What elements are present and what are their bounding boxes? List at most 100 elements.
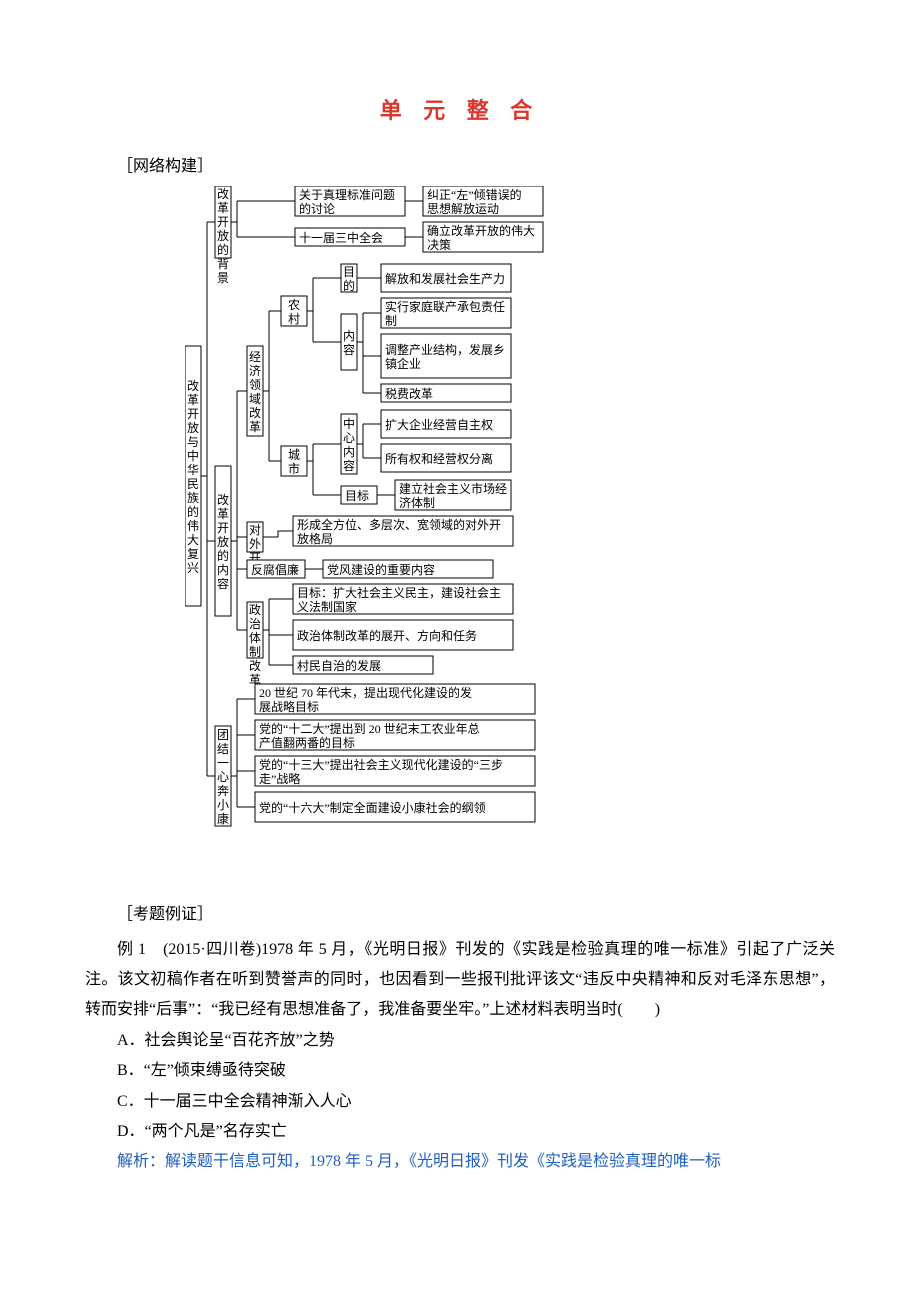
example1-option-d: D．“两个凡是”名存实亡 bbox=[85, 1117, 835, 1147]
svg-text:党的“十三大”提出社会主义现代化建设的“三步: 党的“十三大”提出社会主义现代化建设的“三步 bbox=[259, 757, 503, 772]
svg-text:改: 改 bbox=[249, 659, 261, 673]
svg-text:体: 体 bbox=[249, 631, 261, 645]
svg-text:确立改革开放的伟大: 确立改革开放的伟大 bbox=[427, 223, 535, 238]
svg-text:产值翻两番的目标: 产值翻两番的目标 bbox=[259, 735, 355, 750]
svg-text:容: 容 bbox=[343, 342, 355, 357]
svg-text:革: 革 bbox=[187, 393, 199, 407]
svg-text:调整产业结构，发展乡: 调整产业结构，发展乡 bbox=[385, 342, 505, 357]
svg-text:村民自治的发展: 村民自治的发展 bbox=[297, 658, 381, 673]
svg-text:外: 外 bbox=[249, 537, 261, 551]
svg-text:扩大企业经营自主权: 扩大企业经营自主权 bbox=[385, 417, 493, 432]
svg-text:济: 济 bbox=[249, 363, 261, 378]
page-title: 单 元 整 合 bbox=[85, 90, 835, 132]
svg-text:团: 团 bbox=[217, 728, 229, 742]
example1-stem: 例 1 (2015·四川卷)1978 年 5 月，《光明日报》刊发的《实践是检验… bbox=[85, 935, 835, 1026]
svg-text:十一届三中全会: 十一届三中全会 bbox=[299, 230, 383, 245]
svg-text:农: 农 bbox=[288, 298, 300, 312]
svg-text:康: 康 bbox=[217, 811, 229, 826]
svg-text:镇企业: 镇企业 bbox=[385, 356, 421, 371]
svg-text:改: 改 bbox=[249, 406, 261, 420]
svg-text:治: 治 bbox=[249, 617, 261, 631]
svg-text:放格局: 放格局 bbox=[297, 531, 333, 546]
svg-text:税费改革: 税费改革 bbox=[385, 387, 433, 401]
svg-text:20 世纪 70 年代末，提出现代化建设的发: 20 世纪 70 年代末，提出现代化建设的发 bbox=[259, 685, 472, 700]
svg-text:背: 背 bbox=[217, 257, 229, 271]
svg-text:开: 开 bbox=[217, 215, 229, 229]
svg-text:市: 市 bbox=[288, 461, 300, 476]
svg-text:景: 景 bbox=[217, 271, 229, 285]
svg-text:结: 结 bbox=[217, 742, 229, 756]
svg-text:经: 经 bbox=[249, 350, 261, 364]
svg-text:华: 华 bbox=[187, 463, 199, 477]
svg-text:内: 内 bbox=[217, 563, 229, 577]
svg-text:形成全方位、多层次、宽领域的对外开: 形成全方位、多层次、宽领域的对外开 bbox=[297, 517, 501, 532]
svg-text:容: 容 bbox=[217, 576, 229, 591]
svg-text:大: 大 bbox=[187, 533, 199, 547]
svg-text:建立社会主义市场经: 建立社会主义市场经 bbox=[399, 481, 507, 496]
svg-text:一: 一 bbox=[217, 756, 229, 770]
svg-text:政: 政 bbox=[249, 603, 261, 617]
svg-text:内: 内 bbox=[343, 445, 355, 459]
svg-text:中: 中 bbox=[187, 448, 199, 463]
svg-text:开: 开 bbox=[217, 521, 229, 535]
svg-text:放: 放 bbox=[217, 228, 229, 243]
svg-text:制: 制 bbox=[249, 645, 261, 659]
svg-text:内: 内 bbox=[343, 329, 355, 343]
svg-text:心: 心 bbox=[217, 770, 229, 784]
svg-text:城: 城 bbox=[288, 448, 300, 462]
svg-text:政治体制改革的展开、方向和任务: 政治体制改革的展开、方向和任务 bbox=[297, 628, 477, 643]
svg-text:复: 复 bbox=[187, 547, 199, 561]
example1-option-b: B．“左”倾束缚亟待突破 bbox=[85, 1056, 835, 1086]
svg-text:党的“十六大”制定全面建设小康社会的纲领: 党的“十六大”制定全面建设小康社会的纲领 bbox=[259, 800, 486, 815]
svg-text:民: 民 bbox=[187, 477, 199, 491]
svg-text:革: 革 bbox=[217, 201, 229, 215]
svg-text:容: 容 bbox=[343, 458, 355, 473]
svg-text:党风建设的重要内容: 党风建设的重要内容 bbox=[327, 562, 435, 577]
svg-text:兴: 兴 bbox=[187, 561, 199, 575]
svg-text:义法制国家: 义法制国家 bbox=[297, 599, 357, 614]
svg-text:实行家庭联产承包责任: 实行家庭联产承包责任 bbox=[385, 299, 505, 314]
svg-text:解放和发展社会生产力: 解放和发展社会生产力 bbox=[385, 271, 505, 286]
example1-analysis: 解析：解读题干信息可知，1978 年 5 月，《光明日报》刊发《实践是检验真理的… bbox=[85, 1147, 835, 1177]
svg-text:村: 村 bbox=[288, 312, 300, 326]
svg-text:制: 制 bbox=[385, 314, 397, 328]
svg-text:放: 放 bbox=[187, 420, 199, 435]
svg-text:目: 目 bbox=[343, 265, 355, 279]
svg-text:改: 改 bbox=[187, 379, 199, 393]
svg-text:族: 族 bbox=[187, 491, 199, 505]
svg-text:心: 心 bbox=[343, 431, 355, 445]
svg-text:放: 放 bbox=[217, 534, 229, 549]
svg-text:的: 的 bbox=[217, 548, 229, 563]
svg-text:改: 改 bbox=[217, 493, 229, 507]
svg-text:党的“十二大”提出到 20 世纪末工农业年总: 党的“十二大”提出到 20 世纪末工农业年总 bbox=[259, 721, 480, 736]
svg-text:与: 与 bbox=[187, 435, 199, 449]
svg-text:奔: 奔 bbox=[217, 784, 229, 798]
svg-text:的: 的 bbox=[187, 504, 199, 519]
section-network-label: ［网络构建］ bbox=[85, 152, 835, 182]
svg-text:域: 域 bbox=[249, 392, 261, 406]
svg-text:决策: 决策 bbox=[427, 238, 451, 252]
section-examples-label: ［考题例证］ bbox=[85, 900, 835, 930]
svg-text:济体制: 济体制 bbox=[399, 495, 435, 510]
svg-text:展战略目标: 展战略目标 bbox=[259, 699, 319, 714]
svg-text:目标: 目标 bbox=[345, 489, 369, 503]
svg-text:改: 改 bbox=[217, 187, 229, 201]
svg-text:小: 小 bbox=[217, 798, 229, 812]
svg-text:纠正“左”倾错误的: 纠正“左”倾错误的 bbox=[427, 187, 522, 202]
example1-option-a: A．社会舆论呈“百花齐放”之势 bbox=[85, 1026, 835, 1056]
svg-text:革: 革 bbox=[217, 507, 229, 521]
svg-text:所有权和经营权分离: 所有权和经营权分离 bbox=[385, 451, 493, 466]
svg-text:走”战略: 走”战略 bbox=[259, 771, 300, 786]
svg-text:的讨论: 的讨论 bbox=[299, 201, 335, 216]
svg-text:伟: 伟 bbox=[187, 519, 199, 533]
svg-text:思想解放运动: 思想解放运动 bbox=[427, 201, 499, 216]
svg-text:的: 的 bbox=[217, 242, 229, 257]
svg-text:反腐倡廉: 反腐倡廉 bbox=[251, 562, 299, 577]
svg-text:的: 的 bbox=[343, 278, 355, 293]
concept-diagram: 改革开放与中华民族的伟大复兴改革开放的背景关于真理标准问题的讨论纠正“左”倾错误… bbox=[185, 186, 835, 896]
svg-text:中: 中 bbox=[343, 416, 355, 431]
example1-option-c: C．十一届三中全会精神渐入人心 bbox=[85, 1087, 835, 1117]
svg-text:关于真理标准问题: 关于真理标准问题 bbox=[299, 188, 395, 202]
svg-text:对: 对 bbox=[249, 523, 261, 537]
svg-text:目标：扩大社会主义民主，建设社会主: 目标：扩大社会主义民主，建设社会主 bbox=[297, 585, 501, 600]
